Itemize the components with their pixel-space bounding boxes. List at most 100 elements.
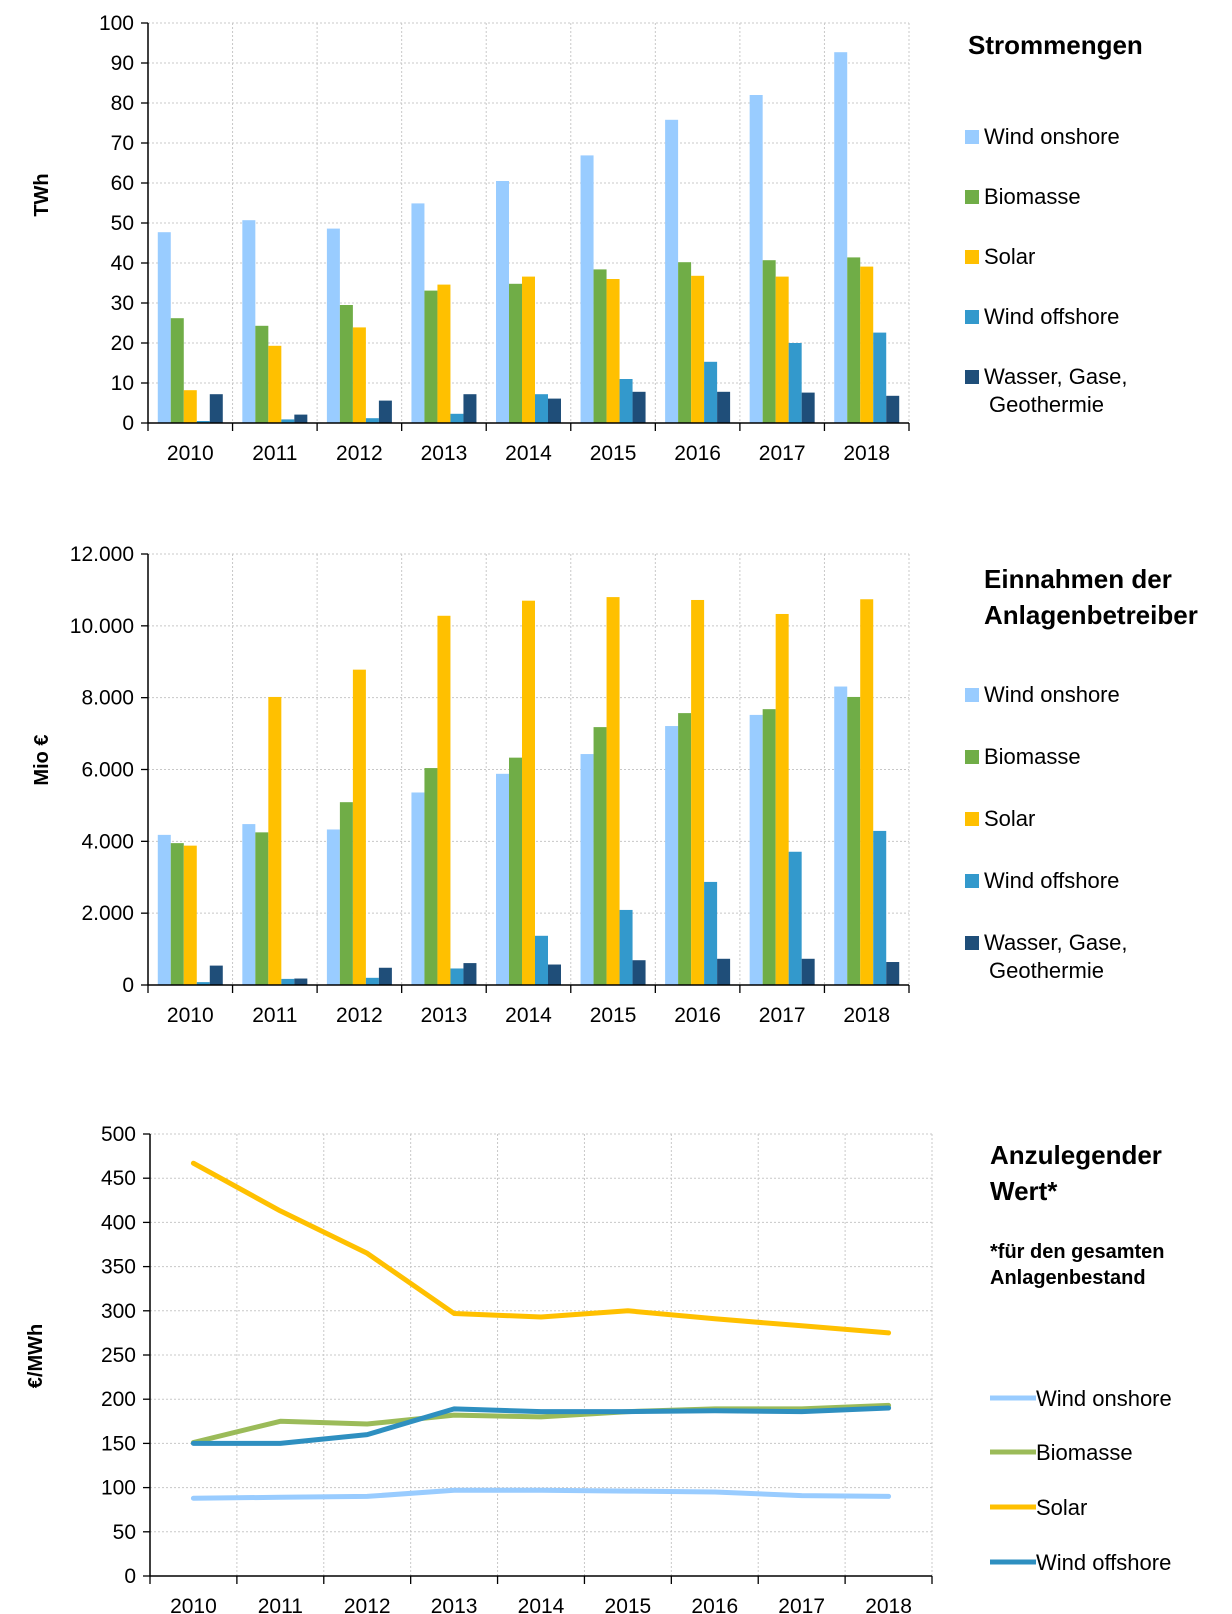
bar-biomasse-2013 — [424, 768, 438, 985]
bar-wind-onshore-2015 — [580, 155, 594, 423]
einnahmen-y-ticks: 0 2.000 4.000 6.000 8.000 10.000 12.000 — [70, 543, 148, 997]
legend-swatch-biomasse — [965, 750, 979, 764]
bar-wind-offshore-2012 — [365, 977, 379, 985]
strommengen-x-ticks: 2010 2011 2012 2013 2014 2015 2016 2017 2018 — [147, 423, 910, 465]
legend-label-wasser-gase-geothermie-line-2: Geothermie — [989, 392, 1104, 417]
anzulegender-wert-axes — [149, 1134, 932, 1577]
bar-wind-offshore-2011 — [281, 978, 295, 985]
x-tick-label-2012: 2012 — [336, 1004, 383, 1027]
einnahmen-title-line-1: Einnahmen der — [984, 564, 1172, 594]
anzulegender-wert-x-ticks: 2010 2011 2012 2013 2014 2015 2016 2017 2018 — [149, 1576, 933, 1614]
legend-swatch-wind-onshore — [965, 688, 979, 702]
x-tick-label-2014: 2014 — [518, 1595, 565, 1614]
legend-swatch-wasser-gase-geothermie — [965, 936, 979, 950]
bar-wind-onshore-2016 — [665, 726, 679, 985]
bar-wind-onshore-2014 — [496, 181, 509, 423]
bar-wasser-gase-geothermie-2017 — [801, 392, 815, 423]
bar-biomasse-2014 — [509, 283, 522, 423]
y-tick-label: 12.000 — [70, 543, 134, 566]
line-wind-offshore — [190, 1405, 892, 1446]
bar-wind-offshore-2016 — [704, 361, 718, 423]
x-tick-label-2013: 2013 — [431, 1595, 478, 1614]
legend-label-wasser-gase-geothermie: Wasser, Gase, — [984, 364, 1127, 389]
y-tick-label: 150 — [101, 1432, 136, 1455]
einnahmen-y-axis-label: Mio € — [31, 734, 53, 785]
bar-wind-offshore-2014 — [535, 935, 548, 985]
bar-biomasse-2011 — [255, 325, 269, 423]
y-tick-label: 90 — [111, 52, 134, 75]
bar-wind-onshore-2012 — [326, 228, 340, 423]
x-tick-label-2010: 2010 — [167, 442, 214, 465]
bar-solar-2014 — [522, 600, 535, 985]
x-tick-label-2013: 2013 — [421, 442, 468, 465]
bar-wasser-gase-geothermie-2018 — [886, 962, 900, 985]
bar-biomasse-2015 — [593, 269, 607, 423]
bar-solar-2018 — [860, 266, 874, 423]
x-tick-label-2018: 2018 — [865, 1595, 912, 1614]
bar-wind-onshore-2011 — [242, 220, 256, 423]
bar-wind-offshore-2013 — [450, 413, 464, 423]
legend-label-wind-offshore: Wind offshore — [984, 868, 1119, 893]
legend-swatch-solar — [965, 250, 979, 264]
bar-wind-offshore-2015 — [619, 909, 633, 985]
y-tick-label: 6.000 — [81, 759, 134, 782]
x-tick-label-2016: 2016 — [674, 442, 721, 465]
y-tick-label: 200 — [101, 1388, 136, 1411]
y-tick-label: 350 — [101, 1256, 136, 1279]
bar-biomasse-2014 — [509, 757, 522, 985]
strommengen-legend: Wind onshore Biomasse Solar Wind offshore Wa… — [965, 124, 1127, 417]
x-tick-label-2013: 2013 — [421, 1004, 468, 1027]
legend-label-wind-offshore: Wind offshore — [1036, 1550, 1171, 1575]
bar-solar-2011 — [268, 696, 282, 985]
y-tick-label: 400 — [101, 1211, 136, 1234]
y-tick-label: 8.000 — [81, 687, 134, 710]
y-tick-label: 2.000 — [81, 902, 134, 925]
einnahmen-x-ticks: 2010 2011 2012 2013 2014 2015 2016 2017 2018 — [147, 985, 910, 1027]
bar-biomasse-2017 — [762, 260, 776, 423]
bar-biomasse-2016 — [678, 262, 692, 423]
bar-wasser-gase-geothermie-2011 — [294, 978, 308, 985]
bar-wind-offshore-2015 — [619, 379, 633, 423]
y-tick-label: 4.000 — [81, 830, 134, 853]
legend-label-wind-onshore: Wind onshore — [984, 682, 1120, 707]
bar-wind-offshore-2014 — [535, 394, 548, 423]
bar-wind-onshore-2010 — [157, 232, 171, 423]
x-tick-label-2012: 2012 — [336, 442, 383, 465]
x-tick-label-2010: 2010 — [167, 1004, 214, 1027]
y-tick-label: 100 — [99, 12, 134, 35]
bar-solar-2010 — [183, 845, 197, 985]
bar-biomasse-2016 — [678, 713, 692, 985]
bar-solar-2013 — [437, 284, 451, 423]
bar-wasser-gase-geothermie-2017 — [801, 958, 815, 985]
bar-wasser-gase-geothermie-2016 — [717, 958, 731, 985]
x-tick-label-2017: 2017 — [759, 442, 806, 465]
anzulegender-wert-gridlines — [150, 1133, 933, 1576]
strommengen-bars — [157, 52, 900, 424]
bar-wind-offshore-2016 — [704, 881, 718, 985]
y-tick-label: 70 — [111, 132, 134, 155]
x-tick-label-2016: 2016 — [674, 1004, 721, 1027]
bar-wind-onshore-2011 — [242, 824, 256, 985]
x-tick-label-2018: 2018 — [843, 442, 890, 465]
bar-solar-2010 — [183, 390, 197, 423]
bar-solar-2012 — [352, 669, 366, 985]
bar-solar-2018 — [860, 599, 874, 985]
x-tick-label-2018: 2018 — [843, 1004, 890, 1027]
anzulegender-wert-lines — [190, 1160, 892, 1501]
bar-solar-2011 — [268, 345, 282, 423]
bar-wasser-gase-geothermie-2015 — [632, 391, 646, 423]
anzulegender-wert-note-line-1: *für den gesamten — [990, 1241, 1164, 1263]
bar-biomasse-2018 — [847, 696, 861, 985]
y-tick-label: 40 — [111, 252, 134, 275]
y-tick-label: 10.000 — [70, 615, 134, 638]
bar-wasser-gase-geothermie-2011 — [294, 414, 308, 423]
y-tick-label: 100 — [101, 1477, 136, 1500]
bar-biomasse-2012 — [339, 802, 353, 985]
bar-wasser-gase-geothermie-2018 — [886, 395, 900, 423]
bar-biomasse-2010 — [170, 318, 184, 423]
bar-solar-2015 — [606, 279, 620, 423]
bar-solar-2017 — [775, 613, 789, 985]
x-tick-label-2015: 2015 — [590, 1004, 637, 1027]
